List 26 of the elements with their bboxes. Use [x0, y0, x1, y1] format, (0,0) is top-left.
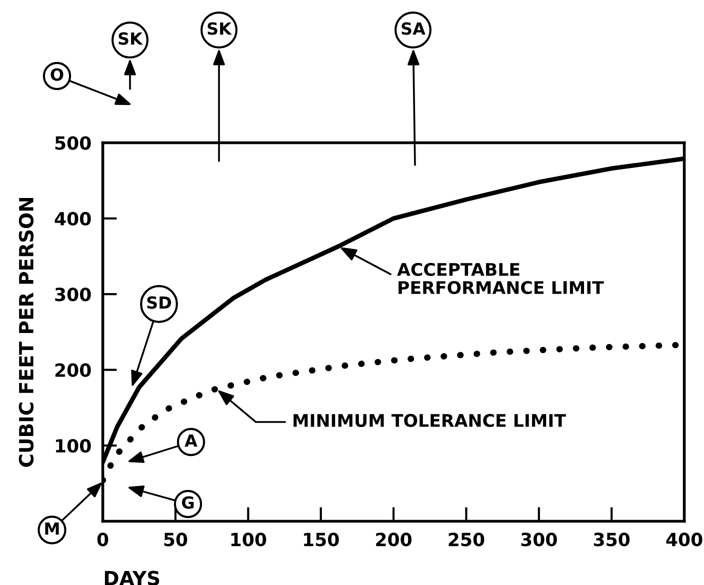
text: O: [50, 68, 64, 81]
annotation: A: [184, 434, 198, 447]
x-tick-label: 300: [521, 532, 557, 546]
x-tick-label: 0: [97, 532, 108, 546]
y-tick-label: 200: [55, 363, 91, 377]
annotation: SD: [147, 296, 172, 309]
x-tick-label: 100: [231, 532, 266, 546]
y-axis-title: CUBIC FEET PER PERSON: [18, 198, 34, 467]
annotation: G: [182, 496, 194, 509]
x-tick-label: 150: [304, 532, 339, 546]
text: SA: [402, 22, 426, 35]
y-tick-label: 100: [56, 438, 91, 453]
x-tick-label: 350: [594, 532, 630, 546]
y-tick-label: 500: [55, 136, 91, 150]
x-tick-label: 250: [448, 532, 484, 546]
annotation: M: [45, 522, 59, 535]
y-tick-label: 300: [55, 288, 91, 302]
text: SK: [208, 22, 232, 35]
y-tick-label: 400: [54, 212, 91, 226]
x-axis-title: DAYS: [104, 570, 160, 585]
text: MINIMUM TOLERANCE LIMIT: [294, 414, 566, 428]
text: SK: [118, 32, 143, 45]
x-tick-label: 200: [376, 532, 412, 546]
x-tick-label: 400: [666, 532, 702, 546]
text: ACCEPTABLE PERFORMANCE LIMIT: [397, 262, 604, 294]
x-tick-label: 50: [164, 532, 188, 546]
